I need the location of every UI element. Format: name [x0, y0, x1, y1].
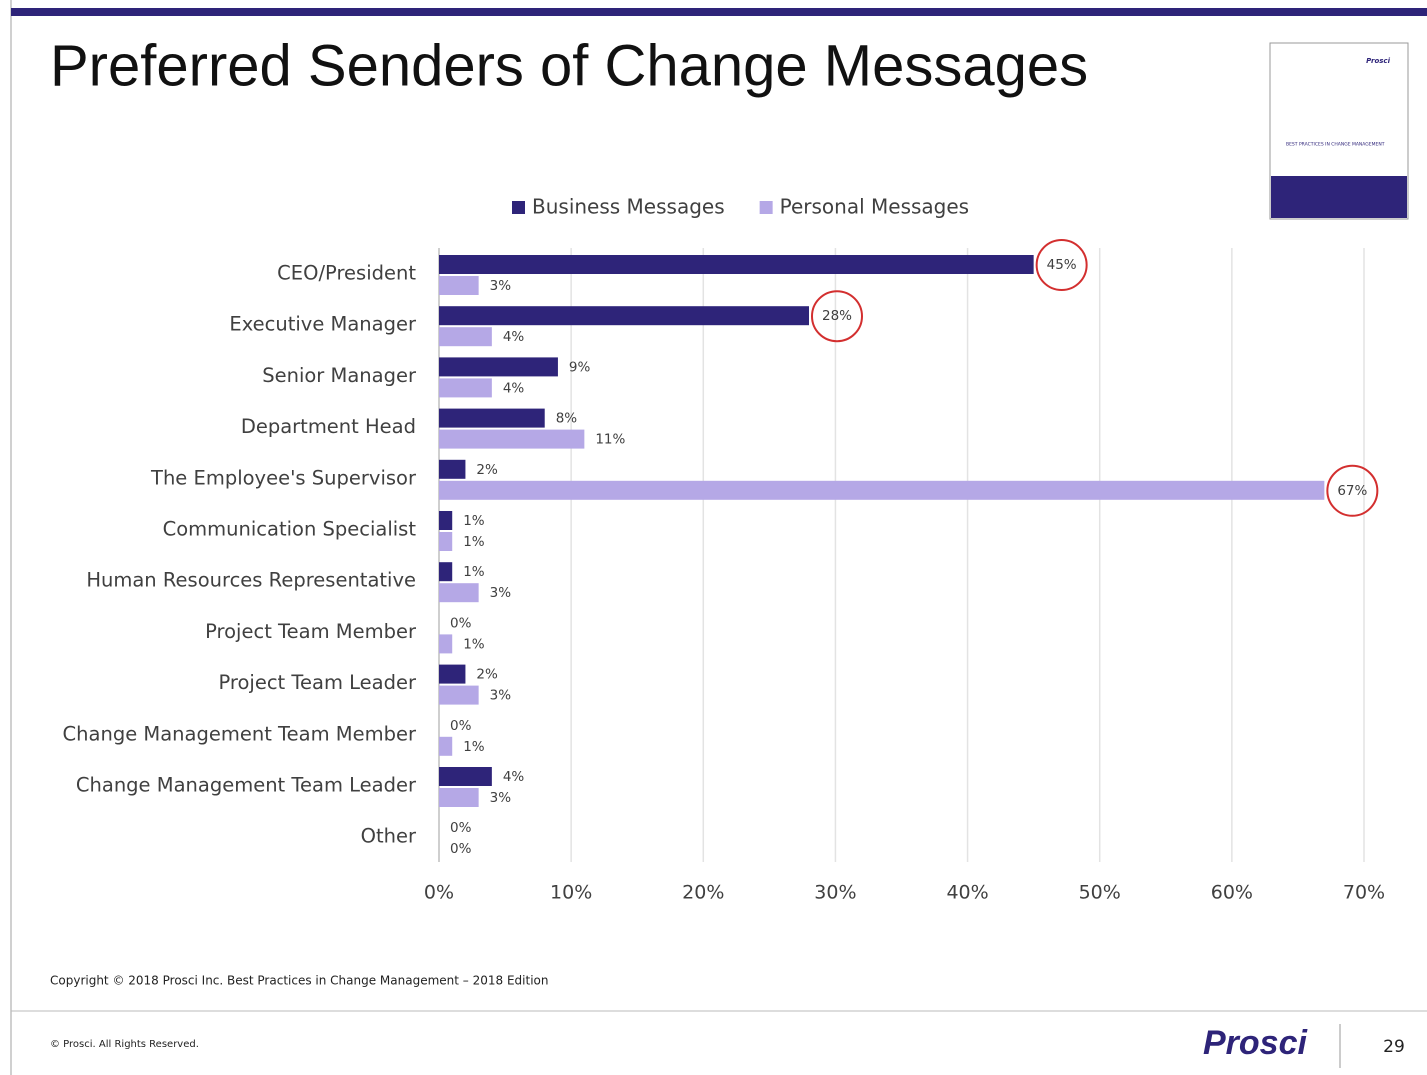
- bar: [439, 665, 465, 684]
- value-label: 3%: [490, 278, 512, 294]
- bar: [439, 532, 452, 551]
- y-tick-label: CEO/President: [277, 262, 416, 285]
- bar: [439, 409, 545, 428]
- bar: [439, 255, 1034, 274]
- x-tick-label: 60%: [1211, 882, 1253, 904]
- logo: Prosci: [1203, 1024, 1308, 1062]
- y-tick-label: Change Management Team Leader: [76, 774, 417, 797]
- bar: [439, 737, 452, 756]
- y-tick-label: Project Team Leader: [218, 671, 416, 694]
- value-label: 1%: [463, 739, 485, 755]
- value-label: 3%: [490, 688, 512, 704]
- bar: [439, 562, 452, 581]
- cover-brand: Prosci: [1366, 57, 1390, 65]
- value-label: 2%: [476, 667, 498, 683]
- bar: [439, 306, 809, 325]
- bar: [439, 357, 558, 376]
- y-tick-label: Senior Manager: [262, 364, 417, 387]
- y-tick-label: Executive Manager: [229, 313, 417, 336]
- value-label: 0%: [450, 718, 472, 734]
- value-label: 11%: [595, 432, 625, 448]
- value-label: 4%: [503, 380, 525, 396]
- cover-thumbnail: Prosci BEST PRACTICES IN CHANGE MANAGEME…: [1270, 43, 1408, 219]
- legend-swatch: [512, 201, 525, 214]
- value-label: 45%: [1047, 257, 1077, 273]
- chart-title: Preferred Senders of Change Messages: [50, 33, 1088, 98]
- x-tick-label: 10%: [550, 882, 592, 904]
- bar: [439, 276, 479, 295]
- bar: [439, 767, 492, 786]
- value-label: 3%: [490, 585, 512, 601]
- y-tick-label: The Employee's Supervisor: [150, 466, 417, 489]
- bar: [439, 634, 452, 653]
- slide: Preferred Senders of Change Messages Pro…: [0, 0, 1427, 1075]
- y-tick-label: Communication Specialist: [163, 518, 417, 541]
- bar: [439, 583, 479, 602]
- rights: © Prosci. All Rights Reserved.: [50, 1039, 199, 1050]
- value-label: 3%: [490, 790, 512, 806]
- legend-swatch: [760, 201, 773, 214]
- value-label: 8%: [556, 411, 578, 427]
- x-tick-label: 70%: [1343, 882, 1385, 904]
- bar: [439, 481, 1324, 500]
- value-label: 9%: [569, 359, 591, 375]
- bar: [439, 378, 492, 397]
- y-tick-label: Other: [361, 825, 417, 848]
- x-tick-label: 20%: [682, 882, 724, 904]
- value-label: 1%: [463, 564, 485, 580]
- bar: [439, 327, 492, 346]
- value-label: 67%: [1337, 483, 1367, 499]
- value-label: 0%: [450, 841, 472, 857]
- value-label: 0%: [450, 820, 472, 836]
- value-label: 1%: [463, 513, 485, 529]
- value-label: 1%: [463, 636, 485, 652]
- value-label: 2%: [476, 462, 498, 478]
- legend-label: Personal Messages: [780, 195, 969, 219]
- page: Preferred Senders of Change Messages Pro…: [0, 0, 1427, 1075]
- copyright: Copyright © 2018 Prosci Inc. Best Practi…: [50, 974, 548, 988]
- bar: [439, 511, 452, 530]
- value-label: 1%: [463, 534, 485, 550]
- value-label: 4%: [503, 329, 525, 345]
- bar: [439, 460, 465, 479]
- y-tick-label: Department Head: [241, 415, 416, 438]
- value-label: 28%: [822, 308, 852, 324]
- bar: [439, 686, 479, 705]
- page-number: 29: [1383, 1037, 1405, 1057]
- x-tick-label: 40%: [946, 882, 988, 904]
- cover-band: [1271, 176, 1407, 218]
- y-tick-label: Human Resources Representative: [86, 569, 416, 592]
- x-tick-label: 0%: [424, 882, 454, 904]
- top-bar: [11, 8, 1427, 16]
- cover-title: BEST PRACTICES IN CHANGE MANAGEMENT: [1286, 142, 1385, 148]
- value-label: 0%: [450, 615, 472, 631]
- bar: [439, 430, 584, 449]
- legend-label: Business Messages: [532, 195, 725, 219]
- x-tick-label: 30%: [814, 882, 856, 904]
- y-tick-label: Change Management Team Member: [63, 722, 417, 745]
- value-label: 4%: [503, 769, 525, 785]
- x-tick-label: 50%: [1079, 882, 1121, 904]
- bar: [439, 788, 479, 807]
- y-tick-label: Project Team Member: [205, 620, 417, 643]
